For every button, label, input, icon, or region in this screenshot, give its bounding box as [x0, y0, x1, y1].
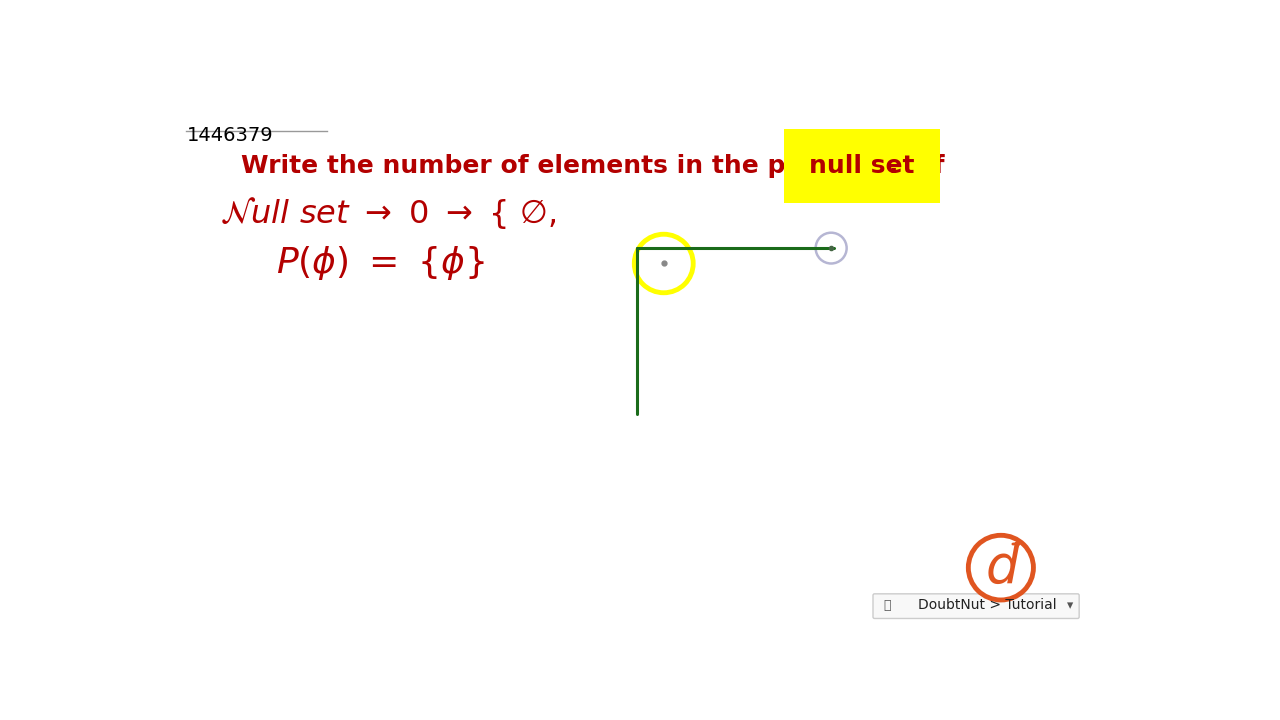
Text: $\mathcal{N}ull\ set\ \rightarrow\ 0\ \rightarrow\ \{\ \emptyset,$: $\mathcal{N}ull\ set\ \rightarrow\ 0\ \r… [220, 195, 557, 231]
Text: $P(\phi)\ =\ \{\phi\}$: $P(\phi)\ =\ \{\phi\}$ [276, 245, 485, 282]
FancyBboxPatch shape [873, 594, 1079, 618]
Text: null set: null set [809, 153, 915, 178]
Text: $\it{d}$: $\it{d}$ [984, 541, 1020, 594]
Circle shape [969, 535, 1033, 600]
Text: Write the number of elements in the power set of: Write the number of elements in the powe… [242, 153, 954, 178]
Text: ▾: ▾ [1066, 599, 1073, 612]
Text: DoubtNut > Tutorial: DoubtNut > Tutorial [918, 598, 1056, 613]
Text: .: . [888, 153, 897, 178]
Text: ⧄: ⧄ [883, 599, 891, 612]
Text: 1446379: 1446379 [187, 127, 274, 145]
